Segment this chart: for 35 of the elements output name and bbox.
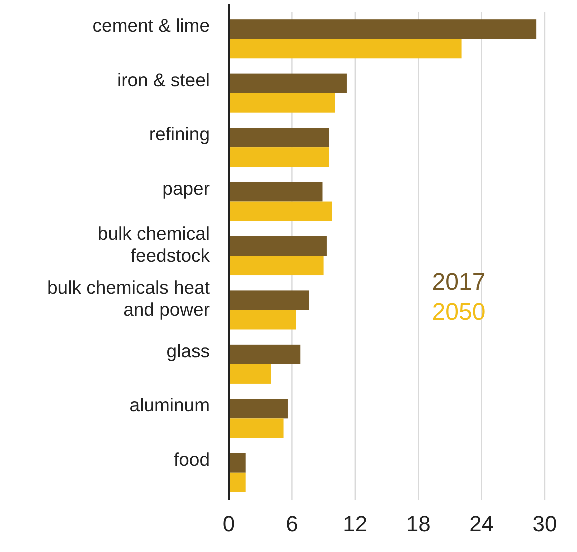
bar [229, 364, 272, 384]
x-tick-label: 18 [406, 512, 431, 537]
text: 2050 [432, 299, 486, 326]
y-tick-label: iron & steel [117, 69, 210, 90]
bar [229, 202, 332, 222]
y-tick-label: glass [166, 340, 210, 362]
bar [229, 236, 327, 256]
text: 2017 [432, 269, 486, 296]
bar [229, 290, 310, 310]
x-tick-label: 24 [470, 512, 494, 537]
bar [229, 418, 284, 438]
y-tick-label: cement & lime [92, 15, 210, 36]
x-tick-label: 6 [286, 512, 298, 537]
y-tick-label: refining [149, 123, 210, 144]
bar [229, 74, 347, 94]
y-tick-label: bulk chemical feedstock [98, 222, 211, 266]
y-tick-label: aluminum [130, 394, 210, 416]
bar [229, 310, 296, 330]
x-tick-label: 12 [343, 512, 368, 537]
bar [229, 182, 323, 202]
bar [229, 128, 330, 148]
bar [229, 39, 462, 59]
y-tick-label: bulk chemicals heat and power [48, 277, 210, 320]
bar [229, 399, 288, 419]
x-tick-label: 30 [532, 512, 558, 537]
x-tick-label: 0 [222, 512, 236, 537]
y-tick-label: paper [162, 178, 210, 199]
y-tick-label: food [174, 448, 210, 470]
bar [229, 93, 336, 113]
bar [229, 256, 324, 276]
bar [229, 344, 301, 364]
bar [229, 453, 246, 473]
bar [229, 472, 246, 492]
bar [229, 148, 330, 168]
bar [229, 20, 537, 40]
